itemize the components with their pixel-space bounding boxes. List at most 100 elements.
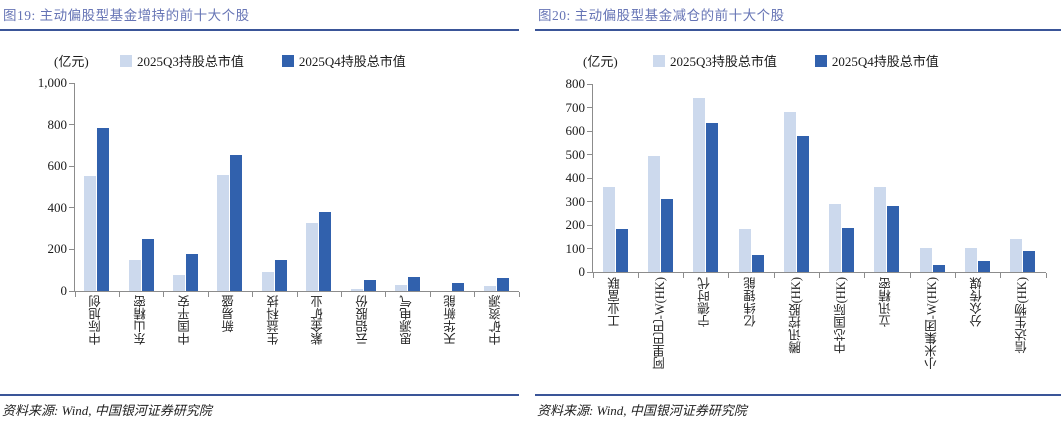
x-category-label: 生益科技 xyxy=(266,295,281,345)
x-category-label: 分众传媒 xyxy=(970,277,985,327)
bar-q4 xyxy=(408,277,420,291)
bar-q3 xyxy=(693,98,706,272)
bar-q4 xyxy=(842,228,855,272)
bar-q4 xyxy=(932,265,945,272)
bar-q4 xyxy=(274,260,287,291)
plot-area: 0 100 200 300 400 500 600 700 800 xyxy=(566,76,1047,279)
y-tick-label: 0 xyxy=(578,264,586,279)
y-tick-label: 200 xyxy=(565,217,586,232)
title-rule xyxy=(0,29,519,31)
y-tick-label: 400 xyxy=(565,170,586,185)
x-tick-mark xyxy=(773,273,775,278)
x-tick-mark xyxy=(163,292,165,297)
legend-swatch-q3-icon xyxy=(653,54,665,67)
y-tick-mark xyxy=(587,271,592,273)
bar-q4 xyxy=(319,212,332,291)
bar-q4 xyxy=(615,229,628,272)
y-tick-label: 800 xyxy=(565,76,586,91)
bar-q3 xyxy=(261,272,274,291)
y-tick-label: 1,000 xyxy=(37,75,67,90)
bar-q4 xyxy=(452,283,465,291)
legend-item-q4: 2025Q4持股总市值 xyxy=(814,51,939,70)
x-category-label: 紫金矿业 xyxy=(311,295,326,345)
axis-unit-label: (亿元) xyxy=(54,54,89,69)
x-category-label: 思源电气 xyxy=(400,295,414,345)
source-rule xyxy=(535,394,1061,396)
x-tick-mark xyxy=(252,292,254,297)
x-category-label: 腾讯控股(HK) xyxy=(788,277,803,354)
x-category-label: 中矿资源 xyxy=(488,295,503,345)
x-category-label: 信达生物(HK) xyxy=(1015,277,1030,354)
bar-q4 xyxy=(978,261,991,272)
axis-unit-label: (亿元) xyxy=(583,54,618,69)
legend-item-q3: 2025Q3持股总市值 xyxy=(120,51,244,70)
bar-q3 xyxy=(1010,239,1023,272)
source-note: 资料来源: Wind, 中国银河证券研究院 xyxy=(537,403,747,418)
bar-q3 xyxy=(738,229,751,272)
x-tick-mark xyxy=(683,273,685,278)
figure-panel-20: 图20: 主动偏股型基金减仓的前十大个股 (亿元) 2025Q3持股总市值 20… xyxy=(535,0,1061,424)
figure-title: 图19: 主动偏股型基金增持的前十大个股 xyxy=(3,8,250,23)
x-tick-mark xyxy=(474,292,476,297)
x-tick-mark xyxy=(592,273,594,278)
y-tick-label: 200 xyxy=(47,241,68,257)
x-tick-mark xyxy=(864,273,866,278)
x-category-label: 东山精密 xyxy=(133,295,148,345)
y-tick-label: 800 xyxy=(47,116,68,132)
figure-title: 图20: 主动偏股型基金减仓的前十大个股 xyxy=(538,8,785,23)
y-tick-mark xyxy=(587,83,592,85)
x-category-label: 新易盛 xyxy=(222,295,237,333)
source-rule xyxy=(0,394,519,396)
bar-q3 xyxy=(874,187,887,272)
legend-item-q4: 2025Q4持股总市值 xyxy=(281,51,406,70)
y-tick-mark xyxy=(69,207,74,209)
y-tick-label: 500 xyxy=(565,146,586,162)
bar-q4 xyxy=(1023,251,1036,272)
bar-q3 xyxy=(647,156,660,272)
legend-label-q3: 2025Q3持股总市值 xyxy=(670,54,777,69)
bar-q3 xyxy=(965,248,978,272)
x-tick-mark xyxy=(385,292,387,297)
x-tick-mark xyxy=(296,292,298,297)
x-tick-mark xyxy=(340,292,342,297)
x-category-label: 中国平安 xyxy=(178,295,192,345)
y-tick-mark xyxy=(587,248,592,249)
x-tick-mark xyxy=(118,292,120,297)
x-tick-mark xyxy=(1045,273,1047,278)
x-tick-mark xyxy=(207,292,209,297)
bar-q3 xyxy=(350,289,363,291)
bar-q4 xyxy=(363,280,376,291)
legend-item-q3: 2025Q3持股总市值 xyxy=(653,51,777,70)
bar-q3 xyxy=(217,175,230,291)
bar-q3 xyxy=(395,285,407,291)
bar-q3 xyxy=(173,275,185,291)
bar-q3 xyxy=(919,248,932,272)
x-tick-mark xyxy=(728,273,730,278)
bar-q4 xyxy=(706,123,719,272)
legend-swatch-q4-icon xyxy=(281,54,294,67)
bar-q3 xyxy=(783,112,796,272)
y-tick-mark xyxy=(69,248,74,250)
x-tick-mark xyxy=(429,292,431,297)
source-note: 资料来源: Wind, 中国银河证券研究院 xyxy=(2,403,212,418)
y-tick-label: 600 xyxy=(47,158,68,174)
x-category-label: 小米集团-W(HK) xyxy=(924,277,939,370)
bar-q3 xyxy=(128,260,141,291)
bar-q3 xyxy=(602,187,615,272)
bar-q4 xyxy=(887,206,900,272)
plot-area: 0 200 400 600 800 1,000 xyxy=(38,75,520,298)
bar-q4 xyxy=(97,128,110,291)
legend-label-q4: 2025Q4持股总市值 xyxy=(831,54,939,69)
bar-q4 xyxy=(230,155,243,291)
x-category-label: 中际旭创 xyxy=(89,295,104,345)
title-rule xyxy=(535,29,1061,31)
x-tick-mark xyxy=(74,292,76,297)
legend-swatch-q3-icon xyxy=(120,54,132,67)
legend-swatch-q4-icon xyxy=(814,54,827,67)
bar-q4 xyxy=(186,254,198,291)
y-tick-label: 0 xyxy=(60,283,68,298)
y-tick-mark xyxy=(69,124,74,126)
y-tick-mark xyxy=(69,290,74,292)
x-category-label: 天华新能 xyxy=(444,295,459,345)
